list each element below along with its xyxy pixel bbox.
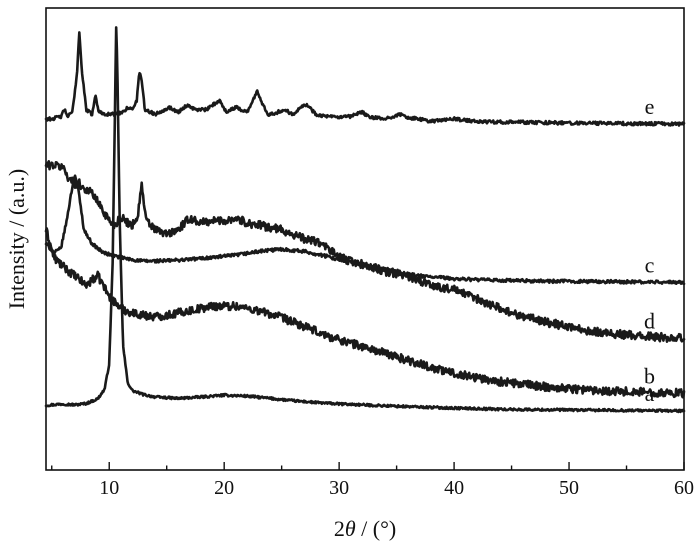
series-label-e: e (645, 94, 655, 119)
x-tick-label-60: 60 (674, 477, 694, 499)
x-tick-label-50: 50 (559, 477, 579, 499)
series-label-a: a (645, 381, 655, 406)
plot-frame (45, 7, 685, 471)
series-labels: ab c d e (644, 94, 655, 406)
series-label-d: d (644, 308, 655, 333)
x-tick-label-20: 20 (214, 477, 234, 499)
x-tick-label-10: 10 (99, 477, 119, 499)
x-axis-label: 2θ / (°) (334, 516, 396, 541)
x-axis-ticks (51, 462, 685, 470)
x-tick-label-30: 30 (329, 477, 349, 499)
series-b-curve (44, 227, 686, 399)
series-curves (44, 26, 686, 414)
series-label-c: c (645, 252, 655, 277)
y-axis-label: Intensity / (a.u.) (4, 169, 29, 310)
series-label-b: b (644, 363, 655, 388)
x-axis-tick-labels: 10 20 30 40 50 60 (99, 477, 694, 499)
series-d-curve (44, 160, 686, 343)
plot-area-border (45, 7, 685, 471)
x-tick-label-40: 40 (444, 477, 464, 499)
series-a-curve (44, 26, 686, 414)
series-e-curve (44, 31, 686, 127)
